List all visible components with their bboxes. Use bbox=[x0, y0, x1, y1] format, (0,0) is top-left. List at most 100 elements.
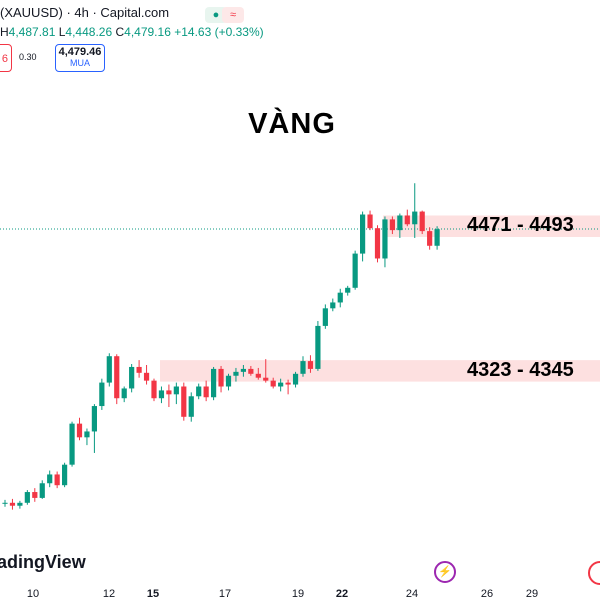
candle-body bbox=[181, 386, 187, 417]
candle-body bbox=[240, 368, 246, 372]
symbol-info[interactable]: (XAUUSD) · 4h · Capital.com bbox=[0, 5, 170, 20]
candle-body bbox=[382, 219, 388, 259]
candle-body bbox=[76, 423, 83, 438]
x-tick-label: 29 bbox=[526, 588, 538, 600]
candle-body bbox=[218, 368, 224, 387]
candle bbox=[345, 285, 351, 296]
candle bbox=[270, 377, 276, 389]
ohlc-values: H4,487.81 L4,448.26 C4,479.16 +14.63 (+0… bbox=[0, 25, 264, 39]
candles-layer bbox=[2, 183, 440, 510]
candle bbox=[2, 499, 8, 507]
candle bbox=[211, 366, 217, 401]
candle bbox=[382, 216, 388, 268]
candle-body bbox=[39, 483, 45, 498]
candle bbox=[352, 250, 358, 290]
symbol-header: (XAUUSD) · 4h · Capital.com ● ≈ H4,487.8… bbox=[0, 0, 600, 72]
candle bbox=[106, 353, 112, 387]
candle bbox=[330, 298, 336, 312]
candle-body bbox=[106, 356, 112, 383]
candle bbox=[151, 378, 157, 402]
candle-body bbox=[322, 308, 328, 326]
candle bbox=[32, 488, 38, 502]
candle-body bbox=[278, 382, 284, 387]
zone-label-upper: 4471 - 4493 bbox=[467, 214, 574, 237]
candle-body bbox=[330, 302, 336, 309]
candle-body bbox=[203, 386, 209, 398]
candle bbox=[69, 421, 75, 467]
candle-body bbox=[263, 377, 269, 381]
candle-body bbox=[300, 361, 306, 374]
candle-body bbox=[389, 219, 395, 231]
tradingview-logo[interactable]: adingView bbox=[0, 552, 86, 572]
candle-body bbox=[151, 380, 157, 399]
candle bbox=[84, 428, 90, 446]
x-tick-label: 12 bbox=[103, 588, 115, 600]
data-status-icon[interactable]: ≈ bbox=[222, 7, 244, 23]
candle-body bbox=[337, 292, 343, 303]
buy-price: 4,479.46 bbox=[58, 46, 102, 58]
spread-value: 0.30 bbox=[19, 52, 37, 62]
low-key: L bbox=[58, 25, 66, 39]
candle-body bbox=[121, 388, 127, 399]
candle-body bbox=[196, 386, 202, 397]
candle-body bbox=[255, 373, 261, 378]
candle bbox=[427, 227, 433, 250]
close-value: 4,479.16 bbox=[124, 25, 171, 39]
candle bbox=[233, 367, 239, 382]
high-key: H bbox=[0, 25, 9, 39]
candle-body bbox=[158, 390, 165, 399]
candle-body bbox=[136, 366, 142, 373]
candle-body bbox=[114, 356, 120, 399]
candle bbox=[307, 355, 314, 373]
candle-body bbox=[143, 372, 150, 381]
candle bbox=[389, 216, 395, 235]
candle bbox=[322, 304, 328, 329]
change-value: +14.63 (+0.33%) bbox=[174, 25, 264, 39]
candle-body bbox=[352, 253, 358, 288]
candle-body bbox=[69, 423, 75, 465]
x-tick-label: 17 bbox=[219, 588, 231, 600]
candle bbox=[99, 378, 105, 410]
candle bbox=[91, 404, 97, 453]
candle bbox=[9, 498, 16, 510]
candle bbox=[367, 210, 373, 231]
candle-body bbox=[367, 214, 373, 229]
candle bbox=[315, 321, 321, 371]
candle-body bbox=[225, 375, 232, 387]
candle bbox=[129, 364, 135, 393]
candle bbox=[114, 354, 120, 405]
zone-label-lower: 4323 - 4345 bbox=[467, 358, 574, 381]
low-value: 4,448.26 bbox=[65, 25, 113, 39]
candle-body bbox=[47, 474, 53, 484]
candle-body bbox=[9, 502, 16, 506]
buy-button[interactable]: 4,479.46 MUA bbox=[55, 44, 105, 72]
candle bbox=[166, 384, 172, 408]
candle bbox=[62, 462, 68, 488]
candle-body bbox=[315, 325, 321, 369]
candle bbox=[158, 386, 165, 404]
candle-body bbox=[32, 492, 38, 498]
x-tick-label: 19 bbox=[292, 588, 304, 600]
candle-body bbox=[188, 396, 194, 417]
lightning-icon[interactable]: ⚡ bbox=[434, 561, 456, 583]
chart-title: VÀNG bbox=[248, 108, 336, 140]
market-open-indicator[interactable]: ● bbox=[205, 7, 227, 23]
candle-body bbox=[173, 386, 179, 395]
candle-body bbox=[412, 211, 418, 225]
candle bbox=[47, 470, 53, 488]
candle bbox=[397, 213, 403, 238]
candle-body bbox=[24, 492, 30, 503]
candle-body bbox=[270, 380, 276, 387]
x-tick-label: 10 bbox=[27, 588, 39, 600]
sell-button[interactable]: 6 bbox=[0, 44, 12, 72]
candle bbox=[240, 365, 246, 377]
x-tick-label: 26 bbox=[481, 588, 493, 600]
candle-body bbox=[91, 406, 97, 432]
candle bbox=[196, 383, 202, 400]
candle bbox=[143, 365, 150, 385]
candle bbox=[173, 382, 179, 405]
candle-body bbox=[345, 287, 351, 293]
high-value: 4,487.81 bbox=[8, 25, 56, 39]
candle bbox=[203, 380, 209, 402]
